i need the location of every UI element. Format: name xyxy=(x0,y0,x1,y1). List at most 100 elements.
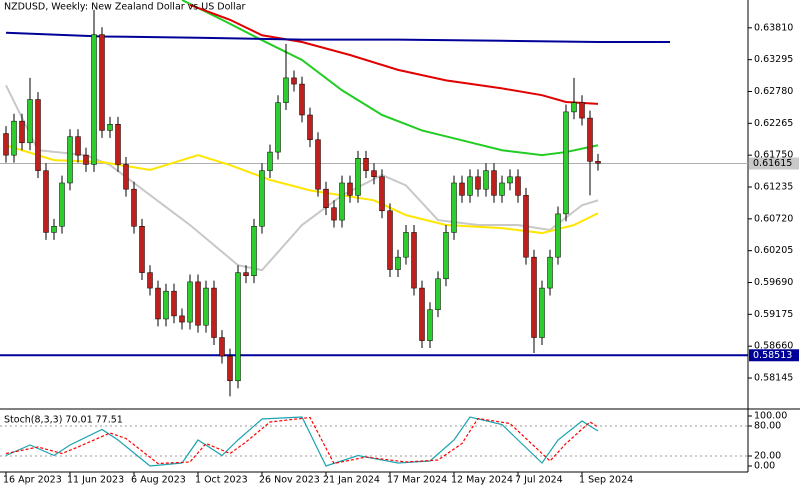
candle-body xyxy=(19,120,25,144)
candle-body xyxy=(467,176,473,196)
y-tick-label: 0.60720 xyxy=(754,213,793,224)
y-tick-label: 0.58145 xyxy=(754,373,793,384)
candle-body xyxy=(275,102,281,153)
x-tick-label: 1 Oct 2023 xyxy=(195,475,248,485)
x-tick-label: 16 Apr 2023 xyxy=(3,475,62,485)
chart-title: NZDUSD, Weekly: New Zealand Dollar vs US… xyxy=(4,2,246,13)
candle-body xyxy=(507,176,513,184)
candle-body xyxy=(379,176,385,212)
main-plot xyxy=(0,0,748,397)
candle-body xyxy=(499,182,505,196)
y-tick-label: 0.59175 xyxy=(754,309,793,320)
y-tick-label: 0.63810 xyxy=(754,22,793,33)
y-tick-label: 100.00 xyxy=(754,411,787,422)
candle-body xyxy=(555,213,561,258)
candle-body xyxy=(475,176,481,190)
candle-body xyxy=(443,232,449,280)
candle-body xyxy=(107,124,113,131)
price-label: 0.58513 xyxy=(753,350,792,361)
candle-body xyxy=(115,124,121,165)
indicator-title: Stoch(8,3,3) 70.01 77.51 xyxy=(4,415,123,426)
candle-body xyxy=(267,151,273,171)
stoch-plot xyxy=(0,416,748,467)
candle-body xyxy=(3,133,9,156)
candle-body xyxy=(283,77,289,103)
candle-body xyxy=(571,102,577,113)
axes: 0.63810 0.63295 0.62780 0.62265 0.61750 0.612… xyxy=(3,22,799,485)
y-tick-label: 0.60205 xyxy=(754,245,793,256)
y-tick-label: 0.58660 xyxy=(754,341,793,352)
candle-body xyxy=(251,226,257,276)
candle-body xyxy=(315,139,321,190)
x-tick-label: 1 Sep 2024 xyxy=(579,475,633,485)
candle-body xyxy=(419,287,425,341)
candle-body xyxy=(587,117,593,162)
candle-body xyxy=(387,210,393,270)
candle-body xyxy=(291,77,297,85)
candle-body xyxy=(203,287,209,326)
candle-body xyxy=(579,102,585,119)
x-tick-label: 26 Nov 2023 xyxy=(259,475,320,485)
candle-body xyxy=(347,182,353,196)
candle-body xyxy=(11,120,17,156)
candle-body xyxy=(147,272,153,289)
x-tick-label: 7 Jul 2024 xyxy=(515,475,563,485)
candle-body xyxy=(363,158,369,171)
candle-body xyxy=(187,281,193,323)
candle-body xyxy=(259,170,265,227)
candle-body xyxy=(411,232,417,289)
candle-body xyxy=(163,290,169,320)
x-tick-label: 11 Jun 2023 xyxy=(67,475,124,485)
candle-body xyxy=(451,182,457,233)
y-tick-label: 0.63295 xyxy=(754,54,793,65)
x-tick-label: 17 Mar 2024 xyxy=(387,475,447,485)
y-tick-label: 0.61235 xyxy=(754,182,793,193)
candle-body xyxy=(547,256,553,289)
candle-body xyxy=(427,309,433,341)
candle-body xyxy=(371,170,377,178)
candle-body xyxy=(211,287,217,338)
moving-average xyxy=(189,4,599,105)
candle-body xyxy=(235,272,241,382)
y-tick-label: 80.00 xyxy=(754,421,781,432)
candle-body xyxy=(403,232,409,258)
candle-body xyxy=(35,99,41,171)
candle-body xyxy=(459,182,465,196)
x-tick-label: 12 May 2024 xyxy=(451,475,513,485)
candle-body xyxy=(75,136,81,156)
moving-average xyxy=(181,0,599,157)
y-tick-label: 0.59690 xyxy=(754,277,793,288)
candle-body xyxy=(155,287,161,320)
y-tick-label: 0.62265 xyxy=(754,118,793,129)
candle-body xyxy=(299,83,305,116)
candle-body xyxy=(171,290,177,317)
y-tick-label: 0.61750 xyxy=(754,150,793,161)
candle-body xyxy=(307,114,313,140)
candle-body xyxy=(531,256,537,338)
candle-body xyxy=(67,136,73,184)
candle-body xyxy=(435,278,441,310)
candle-body xyxy=(99,34,105,131)
candle-body xyxy=(27,99,33,144)
y-tick-label: 0.00 xyxy=(754,461,775,472)
candle-body xyxy=(179,315,185,323)
price-label-box xyxy=(749,349,799,362)
candle-body xyxy=(139,226,145,273)
stoch-line xyxy=(5,416,599,465)
x-tick-label: 6 Aug 2023 xyxy=(131,475,186,485)
candle-body xyxy=(339,182,345,221)
moving-average xyxy=(5,31,670,44)
price-label-box xyxy=(749,157,799,170)
y-tick-label: 0.62780 xyxy=(754,86,793,97)
y-tick-label: 20.00 xyxy=(754,451,781,462)
stoch-line xyxy=(5,416,599,467)
candle-body xyxy=(595,161,601,164)
candle-body xyxy=(563,111,569,215)
candle-body xyxy=(323,188,329,208)
candle-body xyxy=(515,176,521,196)
candle-body xyxy=(59,182,65,227)
candle-body xyxy=(395,256,401,270)
